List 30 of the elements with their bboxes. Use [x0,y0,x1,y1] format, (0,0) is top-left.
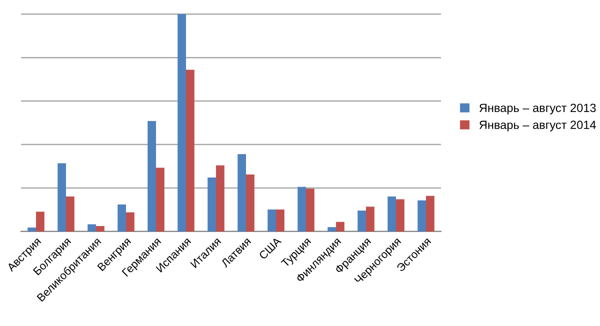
bar [306,188,314,232]
bar [156,168,164,232]
bar [328,227,336,232]
bar [208,178,216,232]
bar [178,14,186,232]
bar [186,70,194,232]
bar [358,210,366,232]
bar [28,228,36,232]
bar [336,222,344,232]
bar [426,196,434,232]
bar [148,121,156,232]
bar [88,224,96,232]
bar [118,204,126,232]
bar [396,199,404,232]
bar [238,154,246,232]
legend-label: Январь – август 2013 [479,104,596,114]
bar [216,165,224,232]
bar [276,210,284,232]
bar [366,206,374,232]
bar [96,226,104,232]
bar [58,163,66,232]
bar [298,186,306,232]
bar [66,196,74,232]
bar [36,212,44,232]
bar [418,200,426,232]
bar [246,174,254,232]
bar [126,212,134,232]
bar [388,196,396,232]
legend-label: Январь – август 2014 [479,120,596,132]
bar [268,210,276,232]
